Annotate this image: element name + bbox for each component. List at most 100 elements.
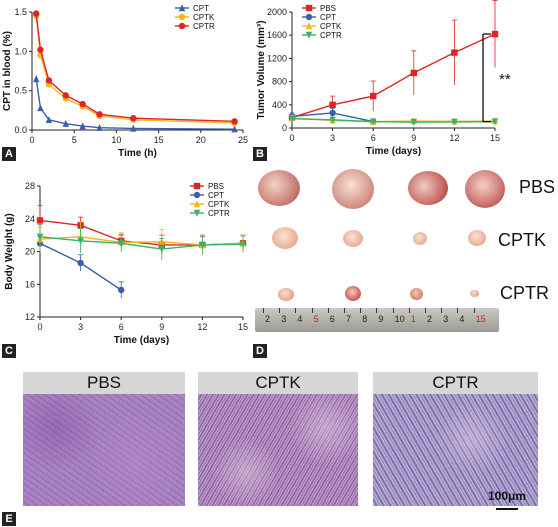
legend-label-cpt: CPT <box>320 13 336 22</box>
tumor-cptk-3 <box>413 232 427 245</box>
legend-marker-cptr <box>305 31 313 39</box>
row-label-cptk: CPTK <box>498 230 547 250</box>
row-label-pbs: PBS <box>519 177 556 197</box>
panel-e: PBS CPTK CPTR 100μm <box>0 362 558 527</box>
significance-annotation: ** <box>499 71 511 88</box>
chart-b: 0 3 6 9 12 15 0 400 800 1200 1600 2000 Time (days) Tu… <box>256 0 511 157</box>
legend-label-pbs: PBS <box>208 182 224 191</box>
y-tick-label: 1600 <box>267 30 287 40</box>
legend-label-pbs: PBS <box>320 4 336 13</box>
histo-image-cptk <box>198 394 358 506</box>
x-tick-label: 10 <box>111 135 121 145</box>
data-point-cptr <box>37 46 44 53</box>
data-point-cpt <box>231 125 238 133</box>
chart-c: 0 3 6 9 12 15 12 16 20 24 28 Time (days) Body Weight… <box>4 181 248 346</box>
x-tick-label: 6 <box>119 322 124 332</box>
data-point-cpt <box>62 120 69 127</box>
y-tick-label: 0.0 <box>14 125 27 135</box>
ruler-tick <box>279 308 281 313</box>
x-tick-label: 9 <box>411 133 416 143</box>
y-tick-label: 1.0 <box>14 46 27 56</box>
ruler-number: 4 <box>297 314 303 324</box>
series-line-cptr <box>291 118 496 123</box>
x-tick-label: 5 <box>72 135 77 145</box>
x-tick-label: 20 <box>196 135 206 145</box>
ruler-number: 7 <box>346 314 352 324</box>
data-point-cpt <box>37 104 44 112</box>
data-point-cptr <box>79 100 86 108</box>
data-point-cpt <box>33 75 40 83</box>
ruler-tick <box>441 308 443 313</box>
tumor-cptk-2 <box>343 230 363 247</box>
scale-bar <box>496 508 518 510</box>
histo-title-cptk: CPTK <box>198 372 358 394</box>
legend-label-cptk: CPTK <box>208 200 230 209</box>
x-axis-label: Time (h) <box>118 148 157 159</box>
data-point-cpt <box>96 123 103 131</box>
ruler-number: 3 <box>443 314 449 324</box>
ruler-tick <box>295 308 297 313</box>
panel-d: PBS CPTK CPTR <box>250 165 558 360</box>
legend-label-cptr: CPTR <box>208 209 230 218</box>
legend-marker-pbs <box>193 182 201 190</box>
data-point-cptr <box>158 245 165 253</box>
y-axis-label: Tumor Volume (mm³) <box>256 20 267 119</box>
x-tick-label: 0 <box>289 133 294 143</box>
ruler-tick <box>327 308 329 313</box>
legend-label-cpt: CPT <box>193 4 209 13</box>
data-point-pbs <box>491 30 499 38</box>
tumor-cptr-4 <box>470 290 479 297</box>
histo-image-cptr <box>373 394 538 506</box>
ruler-tick <box>376 308 378 313</box>
tumor-cptr-3 <box>410 288 423 300</box>
panel-label-d: D <box>253 344 267 358</box>
series-line-cptk <box>35 15 235 124</box>
data-point-pbs <box>36 217 44 224</box>
ruler-tick <box>425 308 426 313</box>
tumor-pbs-1 <box>258 170 300 206</box>
ruler-number: 10 <box>394 314 405 324</box>
panel-a: 0 5 10 15 20 25 0.0 0.5 1.0 1.5 Time (h) CPT in blo… <box>0 0 250 165</box>
data-point-cptr <box>329 116 336 124</box>
tumor-cptr-1 <box>278 288 294 301</box>
row-label-cptr: CPTR <box>500 283 549 303</box>
ruler-number: 8 <box>362 314 368 324</box>
ruler-number: 15 <box>475 314 486 324</box>
ruler-tick <box>263 308 264 313</box>
data-point-pbs <box>370 92 377 100</box>
data-point-cptr <box>130 115 137 122</box>
data-point-cptr <box>118 240 125 248</box>
data-point-cpt <box>130 124 137 132</box>
ruler-number: 4 <box>459 314 465 324</box>
panel-label-c: C <box>2 344 16 358</box>
ruler-number: 3 <box>281 314 287 324</box>
chart-a: 0 5 10 15 20 25 0.0 0.5 1.0 1.5 Time (h) CPT in blo… <box>2 4 248 159</box>
data-point-pbs <box>329 101 336 108</box>
x-tick-label: 3 <box>330 133 335 143</box>
histo-title-pbs: PBS <box>23 372 185 394</box>
panel-label-a: A <box>2 147 16 161</box>
tumor-pbs-4 <box>465 170 505 208</box>
data-point-cptr <box>199 241 206 249</box>
y-axis-label: CPT in blood (%) <box>2 31 13 111</box>
data-point-cptr <box>77 237 84 245</box>
series-line-cptk <box>39 236 244 246</box>
x-tick-label: 25 <box>238 135 248 145</box>
y-tick-label: 1.5 <box>14 7 27 17</box>
data-point-cptr <box>491 118 499 126</box>
data-point-cptr <box>410 119 417 126</box>
legend-marker-cptr <box>193 209 201 217</box>
x-tick-label: 0 <box>29 135 34 145</box>
legend-label-cptr: CPTR <box>193 22 215 31</box>
data-point-pbs <box>410 69 417 77</box>
x-axis-label: Time (days) <box>366 146 421 157</box>
data-point-cpt <box>329 109 336 117</box>
data-point-cpt <box>77 259 84 267</box>
legend-marker-cptk <box>178 13 186 21</box>
data-point-cpt <box>79 122 86 130</box>
y-tick-label: 0 <box>282 123 287 133</box>
scale-bar-label: 100μm <box>488 489 527 503</box>
y-tick-label: 2000 <box>267 7 287 17</box>
ruler-tick <box>392 308 394 313</box>
panel-b: 0 3 6 9 12 15 0 400 800 1200 1600 2000 Time (days) Tu… <box>250 0 558 165</box>
